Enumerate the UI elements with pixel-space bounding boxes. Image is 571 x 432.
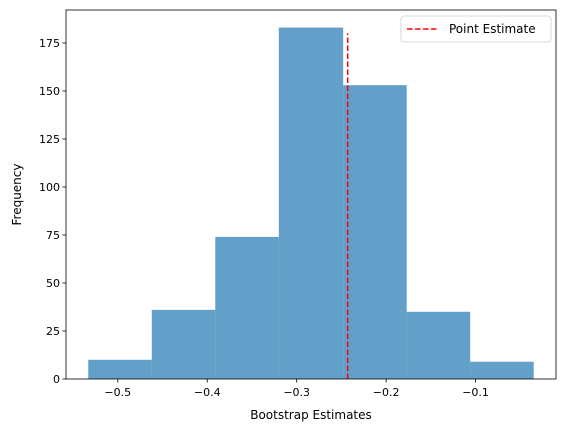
y-tick-label: 150 [39, 85, 60, 98]
plot-frame [65, 9, 557, 380]
legend-box [400, 15, 552, 43]
x-tick-label: −0.2 [373, 386, 400, 399]
y-tick-label: 125 [39, 133, 60, 146]
histogram-bar [151, 309, 216, 379]
x-tick-label: −0.1 [462, 386, 489, 399]
x-axis-ticks: −0.5 −0.4 −0.3 −0.2 −0.1 [104, 379, 489, 399]
y-axis-ticks: 0 25 50 75 100 125 150 175 [39, 37, 66, 386]
y-tick-label: 50 [46, 277, 60, 290]
x-tick-label: −0.5 [104, 386, 131, 399]
y-axis-label: Frequency [10, 164, 24, 226]
legend: Point Estimate [400, 15, 552, 43]
y-tick-label: 0 [53, 373, 60, 386]
x-tick-label: −0.3 [283, 386, 310, 399]
x-tick-label: −0.4 [194, 386, 221, 399]
y-tick-label: 25 [46, 325, 60, 338]
histogram-bar [278, 27, 344, 379]
histogram-bars [88, 27, 534, 379]
x-axis-label: Bootstrap Estimates [250, 408, 372, 422]
histogram-bar [343, 85, 407, 379]
legend-label: Point Estimate [449, 22, 536, 36]
y-tick-label: 75 [46, 229, 60, 242]
histogram-bar [470, 361, 534, 379]
histogram-bar [88, 359, 152, 379]
y-tick-label: 175 [39, 37, 60, 50]
histogram-bar [215, 236, 279, 379]
histogram-bar [406, 311, 471, 379]
y-tick-label: 100 [39, 181, 60, 194]
